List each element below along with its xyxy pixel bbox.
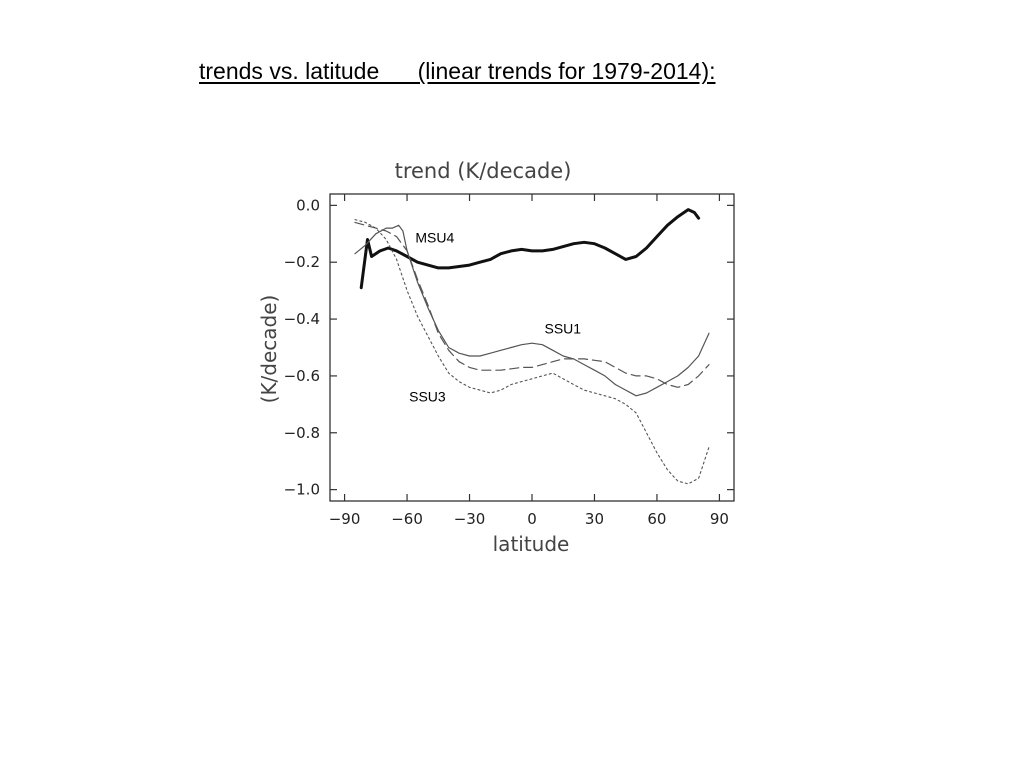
x-tick-label: 60	[647, 510, 666, 528]
series-label-msu4: MSU4	[415, 229, 454, 245]
ssu3-line	[354, 219, 710, 485]
x-axis-title: latitude	[493, 532, 570, 556]
ssu2-dashed-line	[354, 221, 710, 388]
ssu1-line	[354, 224, 710, 397]
x-tick-label: −30	[454, 510, 486, 528]
y-tick-label: −0.2	[284, 253, 320, 271]
chart-title: trend (K/decade)	[395, 159, 572, 183]
y-tick-label: −1.0	[284, 481, 320, 499]
slide-title: trends vs. latitude (linear trends for 1…	[199, 58, 716, 84]
plot-frame	[329, 193, 735, 502]
y-axis-title: (K/decade)	[257, 295, 281, 404]
series-label-ssu1: SSU1	[544, 320, 581, 336]
y-tick-label: 0.0	[296, 196, 320, 214]
y-tick-label: −0.8	[284, 424, 320, 442]
series-label-ssu3: SSU3	[409, 389, 446, 405]
x-tick-label: 0	[527, 510, 537, 528]
x-tick-label: −90	[329, 510, 361, 528]
series-lines	[354, 208, 710, 485]
x-tick-label: 90	[710, 510, 729, 528]
x-tick-label: 30	[585, 510, 604, 528]
y-tick-label: −0.6	[284, 367, 320, 385]
y-tick-label: −0.4	[284, 310, 320, 328]
series-annotations: MSU4 SSU1 SSU3	[409, 229, 581, 404]
axis-ticks: −90 −60 −30 0 30 60 90 0.0 −0.2 −0.4 −0.6 −0.8 −1.0	[284, 194, 734, 528]
x-tick-label: −60	[391, 510, 423, 528]
msu4-line	[359, 208, 701, 290]
